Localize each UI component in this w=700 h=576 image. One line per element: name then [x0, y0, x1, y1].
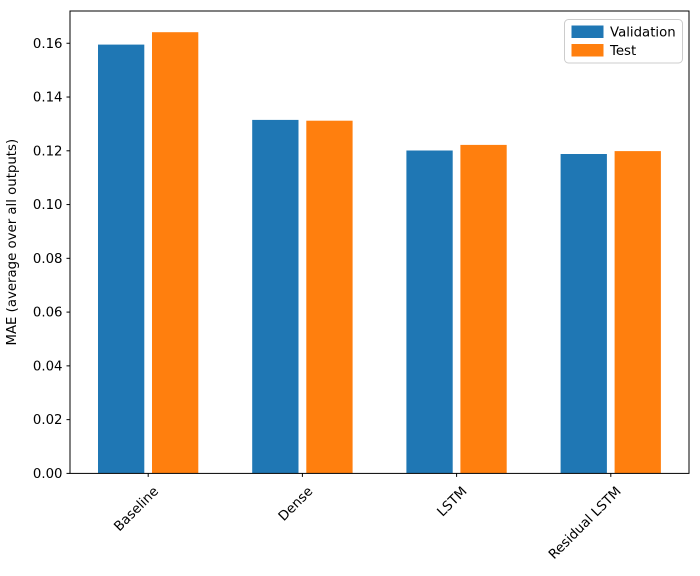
x-tick-label: Residual LSTM [546, 484, 624, 562]
bar-validation-dense [252, 119, 299, 474]
y-tick-label: 0.00 [33, 467, 63, 482]
y-tick-label: 0.08 [33, 252, 63, 267]
bar-test-lstm [460, 144, 507, 474]
legend-swatch-test [571, 44, 604, 57]
bars-layer [98, 32, 661, 474]
bar-validation-residual-lstm [560, 154, 607, 474]
legend-swatch-validation [571, 25, 604, 38]
bar-test-baseline [152, 32, 199, 474]
y-tick-label: 0.12 [33, 144, 63, 159]
y-tick-label: 0.14 [33, 91, 63, 106]
x-tick-label: LSTM [435, 484, 471, 520]
bar-test-dense [306, 120, 353, 474]
bar-test-residual-lstm [614, 151, 661, 474]
y-tick-label: 0.10 [33, 198, 63, 213]
y-axis-label: MAE (average over all outputs) [5, 139, 20, 346]
y-tick-label: 0.06 [33, 306, 63, 321]
y-tick-label: 0.16 [33, 37, 63, 52]
legend-label-test: Test [609, 44, 636, 59]
bar-validation-baseline [98, 44, 145, 474]
bar-validation-lstm [406, 150, 453, 474]
y-tick-label: 0.02 [33, 413, 63, 428]
plot-area-border [69, 10, 690, 474]
y-tick-label: 0.04 [33, 359, 63, 374]
x-tick-label: Baseline [112, 484, 162, 534]
legend-label-validation: Validation [610, 26, 676, 41]
legend: Validation Test [564, 19, 683, 64]
x-tick-label: Dense [276, 484, 316, 524]
